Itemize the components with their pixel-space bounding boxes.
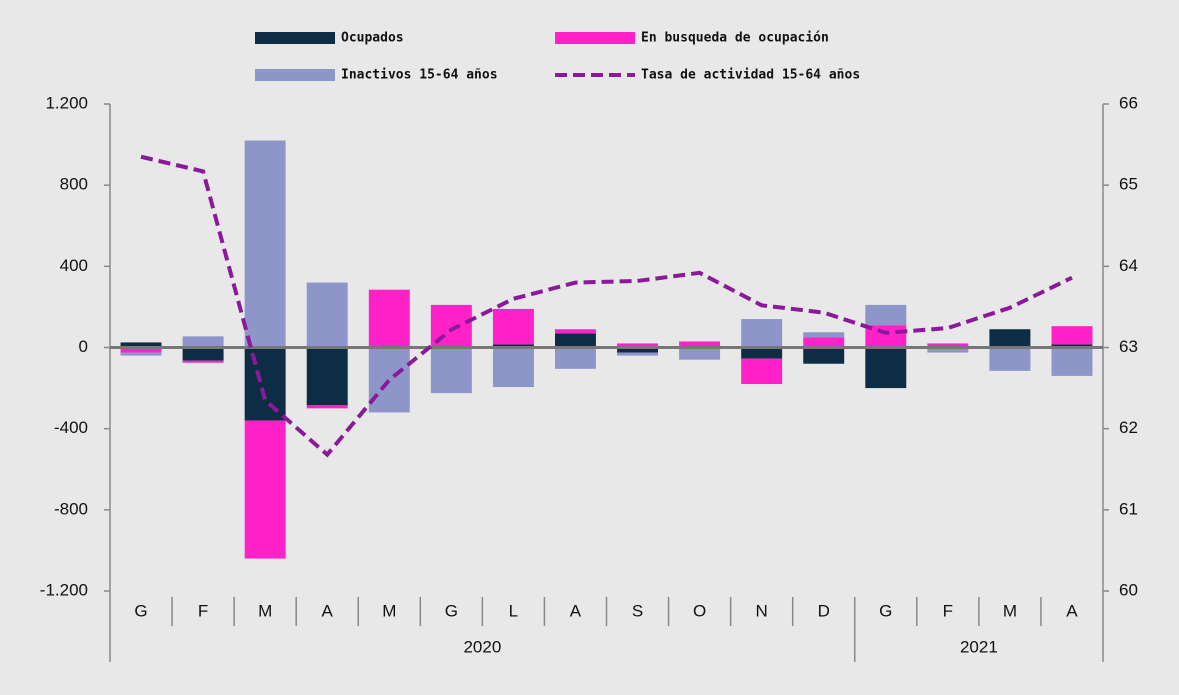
bar <box>865 347 907 389</box>
bar <box>120 342 162 348</box>
legend-swatch <box>255 69 335 81</box>
bar <box>803 347 845 364</box>
bar <box>430 347 472 394</box>
y-tick-label: -800 <box>54 499 88 518</box>
y-tick-label: -1.200 <box>40 580 88 599</box>
bar <box>679 341 721 347</box>
bar <box>554 347 596 369</box>
bar <box>244 420 286 559</box>
bar <box>741 358 783 385</box>
x-tick-label: G <box>445 601 458 620</box>
x-tick-label: M <box>258 601 272 620</box>
bar <box>865 304 907 326</box>
bar <box>554 329 596 334</box>
y2-tick-label: 66 <box>1119 93 1138 112</box>
bar <box>927 347 969 353</box>
bar <box>741 347 783 359</box>
y2-tick-label: 63 <box>1119 337 1138 356</box>
bar <box>120 352 162 356</box>
y-tick-label: -400 <box>54 418 88 437</box>
bar <box>617 352 659 356</box>
bar <box>492 344 534 348</box>
bar <box>803 337 845 348</box>
x-tick-label: O <box>693 601 706 620</box>
bar <box>492 308 534 345</box>
legend-label: En busqueda de ocupación <box>641 31 829 46</box>
y2-tick-label: 64 <box>1119 256 1138 275</box>
bar <box>1051 326 1093 345</box>
bar <box>306 405 348 409</box>
x-tick-label: G <box>879 601 892 620</box>
bar <box>244 347 286 421</box>
bar <box>989 347 1031 371</box>
x-tick-label: G <box>134 601 147 620</box>
x-tick-label: F <box>943 601 953 620</box>
x-tick-label: F <box>198 601 208 620</box>
legend-swatch <box>255 32 335 44</box>
y-tick-label: 1.200 <box>45 93 88 112</box>
bar <box>368 347 410 413</box>
x-tick-label: D <box>818 601 830 620</box>
bar <box>306 347 348 406</box>
legend-label: Tasa de actividad 15-64 años <box>641 68 860 83</box>
bar <box>679 347 721 360</box>
x-tick-label: A <box>570 601 582 620</box>
x-tick-label: A <box>1066 601 1078 620</box>
bar <box>617 347 659 353</box>
x-tick-label: M <box>382 601 396 620</box>
x-tick-label: S <box>632 601 643 620</box>
y-tick-label: 0 <box>79 337 88 356</box>
bar <box>989 329 1031 348</box>
y2-tick-label: 61 <box>1119 499 1138 518</box>
bar <box>306 282 348 348</box>
x-tick-label: N <box>756 601 768 620</box>
bar <box>182 336 224 348</box>
x-tick-label: M <box>1003 601 1017 620</box>
bar <box>554 333 596 348</box>
bar <box>244 140 286 348</box>
y-tick-label: 800 <box>60 175 88 194</box>
bar <box>492 347 534 388</box>
y2-tick-label: 60 <box>1119 580 1138 599</box>
bar <box>182 360 224 363</box>
bar <box>927 343 969 347</box>
y2-tick-label: 65 <box>1119 175 1138 194</box>
bar <box>741 319 783 348</box>
bar <box>803 332 845 338</box>
bar <box>368 289 410 348</box>
line-series <box>140 154 1073 458</box>
x-tick-label: A <box>322 601 334 620</box>
bar <box>182 347 224 361</box>
bar <box>1051 347 1093 376</box>
bar <box>617 343 659 348</box>
y-tick-label: 400 <box>60 256 88 275</box>
legend-swatch <box>555 32 635 44</box>
y2-tick-label: 62 <box>1119 418 1138 437</box>
bar <box>1051 344 1093 348</box>
legend-label: Inactivos 15-64 años <box>341 68 498 83</box>
x-group-label: 2021 <box>960 637 998 656</box>
x-group-label: 2020 <box>463 637 501 656</box>
bar <box>120 347 162 353</box>
legend-label: Ocupados <box>341 31 404 46</box>
x-tick-label: L <box>509 601 518 620</box>
